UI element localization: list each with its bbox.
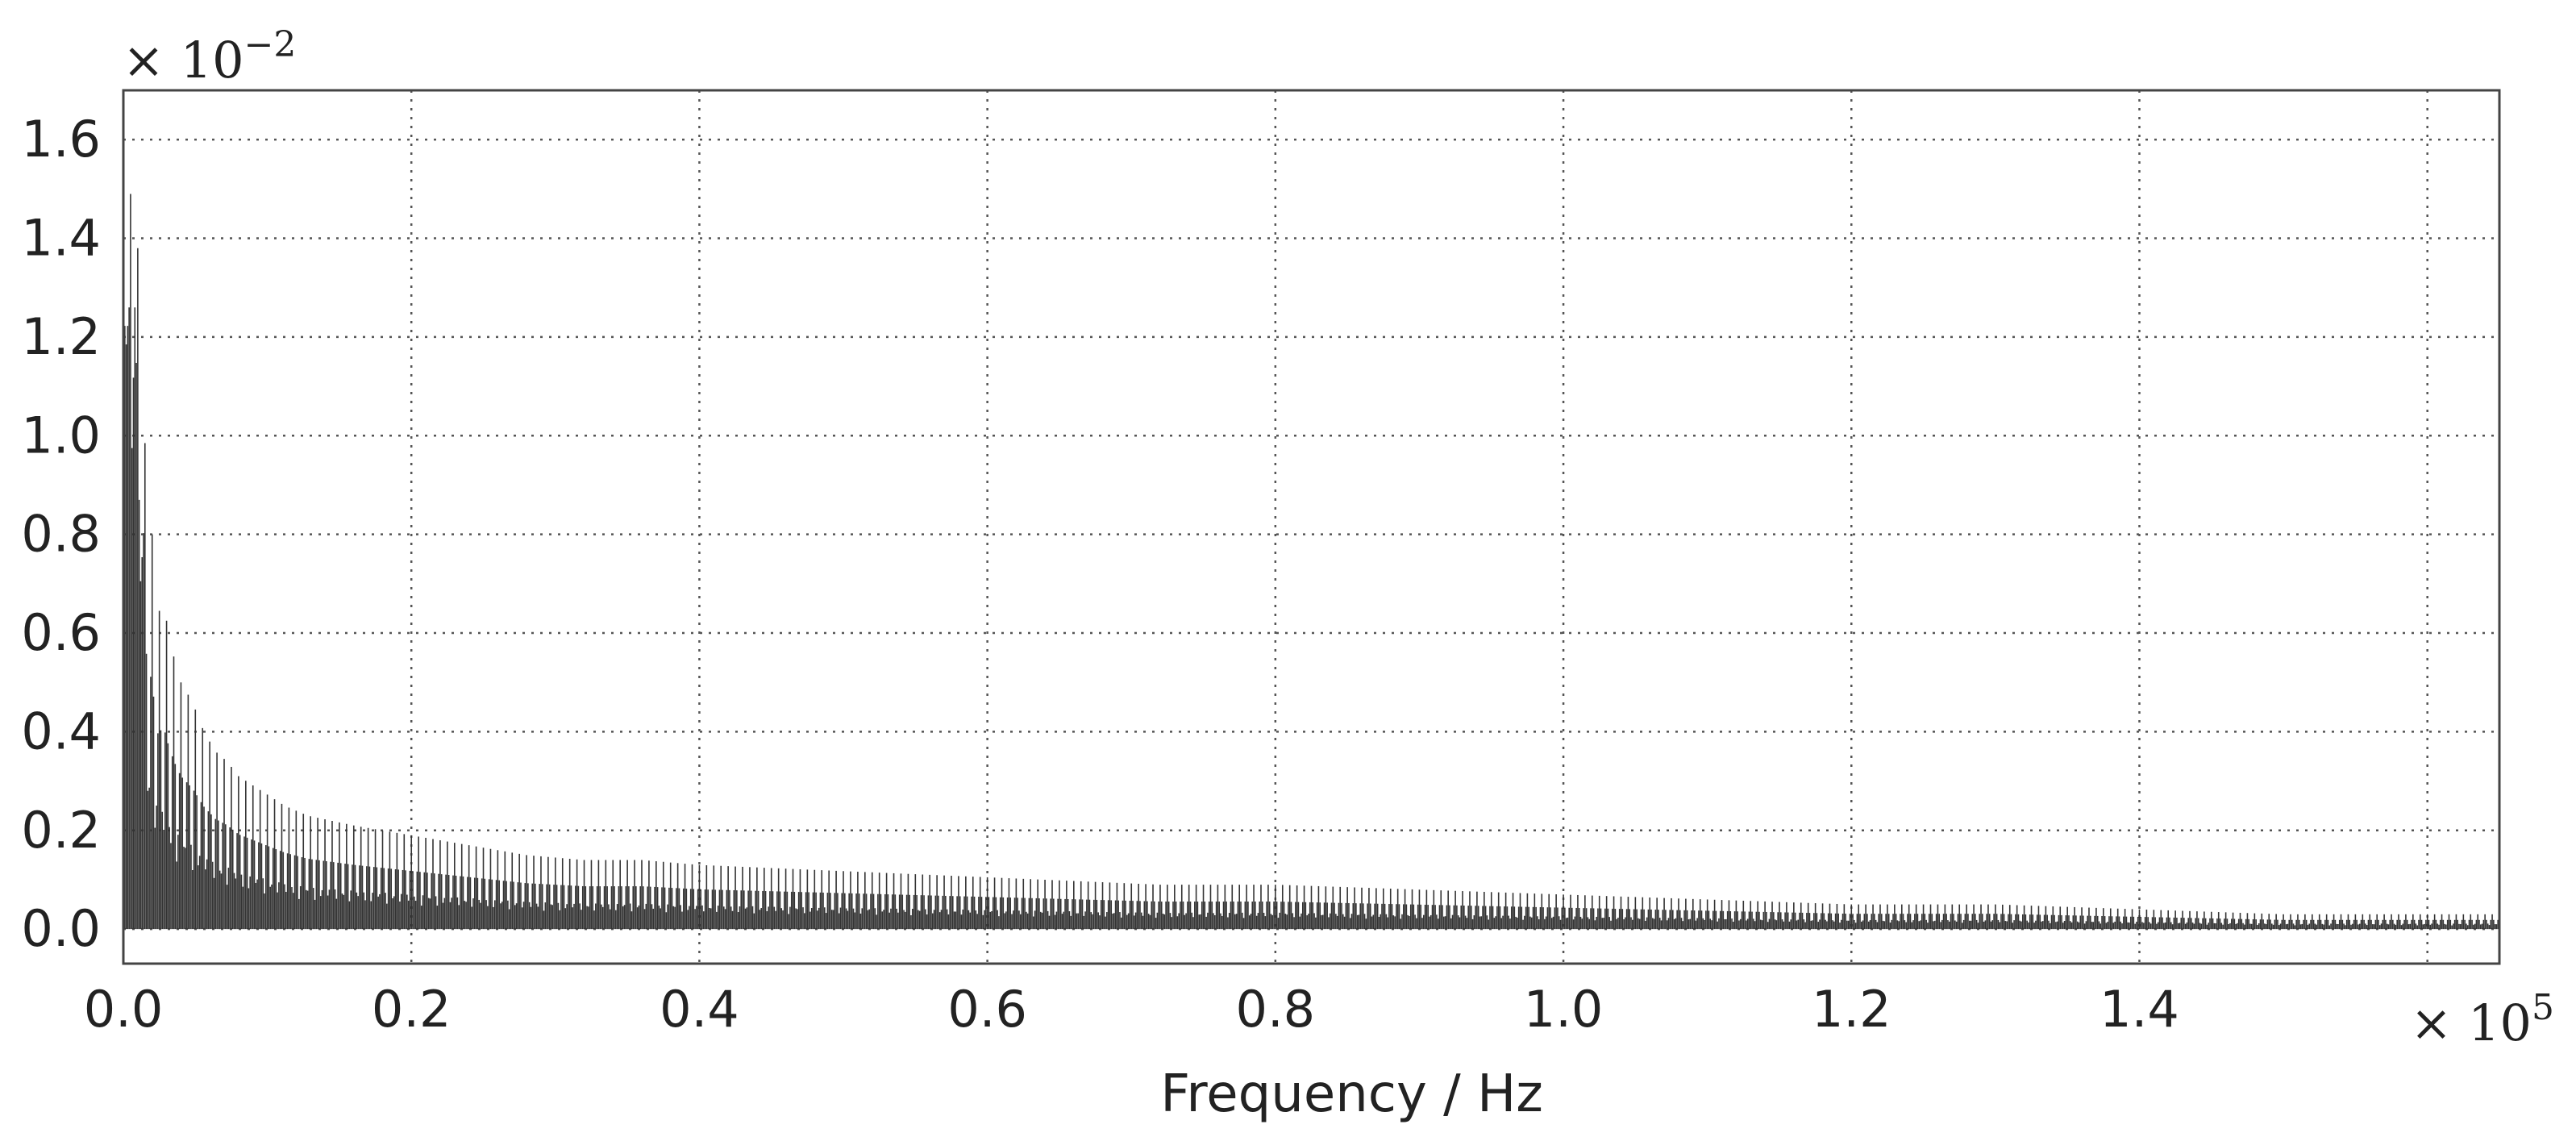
y-tick-label: 1.6 — [21, 110, 101, 169]
y-tick-label: 0.8 — [21, 505, 101, 564]
y-tick-label: 1.2 — [21, 307, 101, 366]
y-tick-label: 1.4 — [21, 209, 101, 268]
x-axis-multiplier: × 105 — [2410, 987, 2554, 1052]
plot-frame — [122, 89, 2501, 965]
x-tick-label: 0.2 — [372, 980, 452, 1039]
x-multiplier-exponent: 5 — [2532, 987, 2554, 1028]
y-axis-multiplier: × 10−2 — [123, 24, 296, 90]
y-tick-label: 1.0 — [21, 406, 101, 464]
x-tick-label: 1.4 — [2100, 980, 2179, 1039]
y-tick-label: 0.4 — [21, 702, 101, 760]
y-multiplier-base: × 10 — [123, 31, 244, 90]
x-tick-label: 0.0 — [84, 980, 164, 1039]
x-tick-label: 0.4 — [660, 980, 739, 1039]
x-axis-label: Frequency / Hz — [1160, 1064, 1543, 1124]
grid-lines — [123, 90, 2499, 964]
y-tick-label: 0.0 — [21, 899, 101, 958]
x-tick-label: 1.2 — [1812, 980, 1891, 1039]
x-tick-label: 0.8 — [1236, 980, 1316, 1039]
tick-labels: 0.0 0.2 0.4 0.6 0.8 1.0 1.2 1.4 0.0 0.2 0.4 0.6 0.8 1… — [21, 110, 2179, 1039]
y-multiplier-exponent: −2 — [244, 24, 297, 65]
x-tick-label: 1.0 — [1524, 980, 1604, 1039]
x-tick-label: 0.6 — [947, 980, 1027, 1039]
x-multiplier-base: × 10 — [2410, 993, 2532, 1052]
y-tick-label: 0.2 — [21, 801, 101, 860]
y-tick-label: 0.6 — [21, 603, 101, 662]
spectrum-series — [123, 100, 2500, 930]
